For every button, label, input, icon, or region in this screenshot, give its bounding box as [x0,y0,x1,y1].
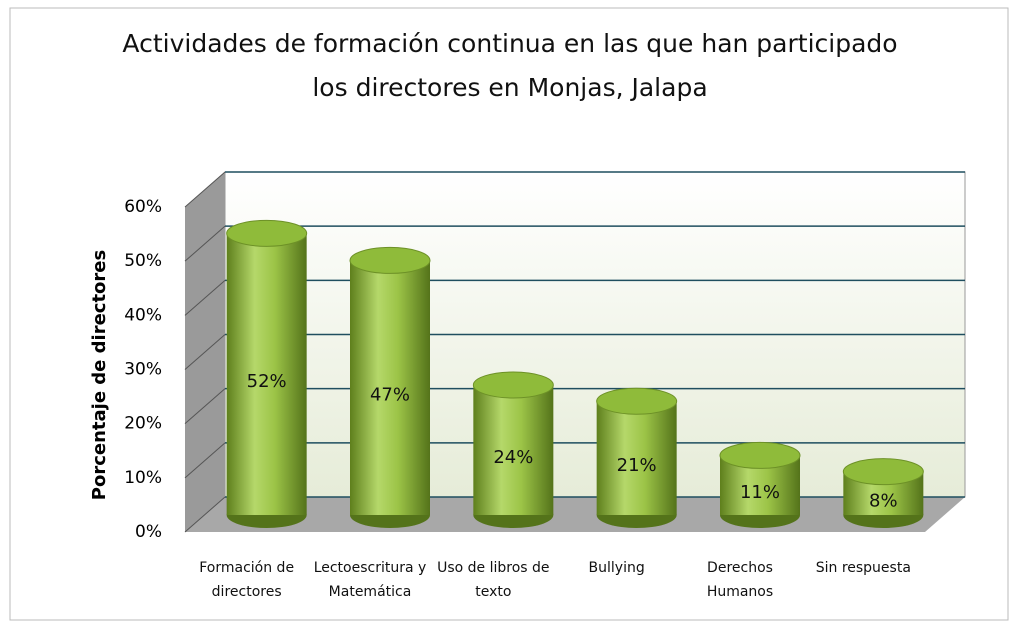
data-label: 24% [493,447,533,468]
grid-line [184,334,226,370]
x-tick-label: Uso de libros de texto [437,560,550,600]
bar [226,233,307,516]
grid-line [184,171,226,208]
grid-line [184,388,226,425]
y-tick-label: 30% [124,360,162,380]
data-label: 21% [617,455,657,476]
y-tick-label: 0% [135,522,162,542]
bar-top [719,441,801,469]
data-label: 11% [740,482,780,503]
bar-top [596,387,678,415]
bar [350,260,430,515]
grid-line [184,496,226,533]
frame [9,7,1009,621]
y-axis-label: Porcentaje de directores [89,250,110,500]
grid-line [184,225,226,262]
x-tick-label: Bullying [588,560,645,576]
x-tick-label: Formación de directores [199,560,295,600]
bar-top [349,246,431,274]
x-tick-label: Sin respuesta [815,560,911,576]
bar-top [226,219,308,247]
data-label: 8% [869,490,898,511]
x-tick-label: Lectoescritura y Matemática [313,560,427,600]
y-tick-label: 50% [124,251,162,271]
grid-line [184,279,226,316]
y-tick-label: 40% [124,305,162,325]
y-tick-label: 20% [124,414,162,434]
bar [596,401,677,515]
y-tick-label: 10% [124,468,162,488]
bar-top [472,371,554,399]
grid-line [184,442,226,479]
x-tick-label: Derechos Humanos [706,560,774,600]
data-label: 47% [370,385,410,406]
chart-title: Actividades de formación continua en las… [122,29,898,102]
bar [473,385,554,515]
y-tick-label: 60% [124,197,162,217]
data-label: 52% [247,371,287,392]
bar-top [842,458,924,486]
